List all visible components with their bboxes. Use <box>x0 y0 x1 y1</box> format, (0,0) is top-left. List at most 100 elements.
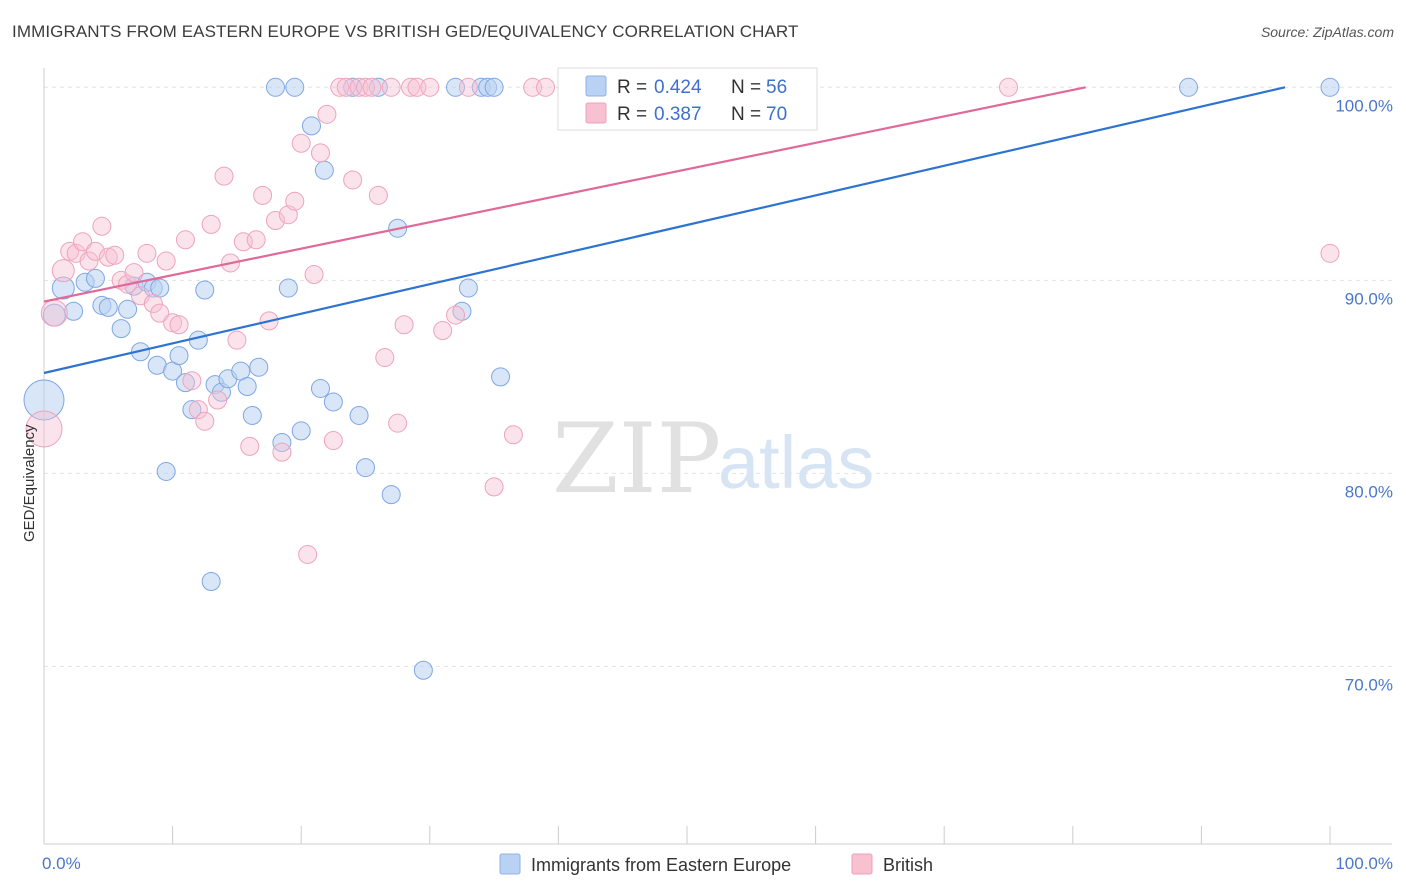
trend-line-british <box>43 86 1086 303</box>
point-eastern-europe <box>195 280 215 300</box>
watermark-atlas: atlas <box>718 421 874 504</box>
point-eastern-europe <box>175 373 195 393</box>
point-british <box>433 321 453 341</box>
point-british <box>73 232 93 252</box>
chart-title: IMMIGRANTS FROM EASTERN EUROPE VS BRITIS… <box>12 22 799 41</box>
point-british <box>381 77 401 97</box>
x-ticks <box>43 826 1331 844</box>
point-british <box>368 185 388 205</box>
legend-box: R = 0.424 N = 56 R = 0.387 N = 70 <box>557 67 818 131</box>
watermark-zip: ZIP <box>552 403 721 515</box>
point-eastern-europe <box>111 319 131 339</box>
x-tick-label-min: 0.0% <box>42 854 81 873</box>
point-british <box>201 214 221 234</box>
point-eastern-europe <box>23 379 65 421</box>
point-british <box>285 191 305 211</box>
point-eastern-europe <box>285 77 305 97</box>
point-british <box>420 77 440 97</box>
point-british <box>394 315 414 335</box>
point-british <box>214 166 234 186</box>
point-british <box>446 305 466 325</box>
point-british <box>375 348 395 368</box>
legend-n-label-1: N = <box>731 77 761 98</box>
point-british <box>330 77 350 97</box>
point-british <box>458 77 478 97</box>
point-british <box>343 170 363 190</box>
source-label: Source: ZipAtlas.com <box>1260 24 1394 40</box>
point-british <box>253 185 273 205</box>
point-british <box>999 77 1018 97</box>
point-british <box>310 143 330 163</box>
bottom-legend: Immigrants from Eastern Europe British <box>499 853 933 875</box>
point-eastern-europe <box>484 77 504 97</box>
legend-n-value-1: 56 <box>766 77 787 98</box>
point-eastern-europe <box>310 378 330 398</box>
point-eastern-europe <box>98 297 118 317</box>
point-british <box>272 442 292 462</box>
point-eastern-europe <box>1179 77 1199 97</box>
y-tick-labels: 100.0% 90.0% 80.0% 70.0% <box>1335 96 1393 694</box>
legend-r-value-2: 0.387 <box>654 104 702 125</box>
point-eastern-europe <box>356 458 375 478</box>
point-british <box>150 303 170 323</box>
bottom-legend-label-1: Immigrants from Eastern Europe <box>531 855 791 875</box>
point-british <box>227 330 247 350</box>
point-british <box>79 251 99 271</box>
trend-line-eastern-europe <box>43 86 1286 375</box>
point-british <box>503 425 523 445</box>
point-eastern-europe <box>1320 77 1340 97</box>
y-tick-label: 100.0% <box>1335 96 1393 115</box>
y-tick-label: 70.0% <box>1345 675 1393 694</box>
legend-r-value-1: 0.424 <box>654 77 702 98</box>
point-british <box>304 265 324 285</box>
point-british <box>163 313 183 333</box>
point-british <box>124 263 144 283</box>
point-british <box>195 411 215 431</box>
point-british <box>356 77 375 97</box>
point-eastern-europe <box>188 330 208 350</box>
bottom-legend-swatch-blue <box>499 853 521 875</box>
bottom-legend-swatch-pink <box>851 853 873 875</box>
point-eastern-europe <box>169 346 189 366</box>
point-british <box>246 230 266 250</box>
point-british <box>484 477 504 497</box>
point-eastern-europe <box>64 301 84 321</box>
point-eastern-europe <box>349 405 369 425</box>
point-british <box>323 431 343 451</box>
point-british <box>85 241 105 261</box>
legend-r-label-1: R = <box>617 77 647 98</box>
point-eastern-europe <box>156 461 176 481</box>
point-british <box>92 216 112 236</box>
y-tick-label: 90.0% <box>1345 289 1393 308</box>
point-eastern-europe <box>491 367 511 387</box>
point-british <box>175 230 195 250</box>
point-eastern-europe <box>242 405 262 425</box>
point-eastern-europe <box>182 400 202 420</box>
point-british <box>25 410 63 448</box>
legend-n-value-2: 70 <box>766 104 787 125</box>
point-eastern-europe <box>301 116 321 136</box>
point-british <box>98 247 118 267</box>
point-british <box>60 241 80 261</box>
legend-swatch-pink <box>585 102 607 124</box>
point-eastern-europe <box>413 660 433 680</box>
point-eastern-europe <box>237 377 257 397</box>
legend-n-label-2: N = <box>731 104 761 125</box>
point-british <box>105 245 125 265</box>
point-eastern-europe <box>314 160 334 180</box>
axes <box>43 68 1392 845</box>
trend-lines <box>43 86 1286 375</box>
point-british <box>188 400 208 420</box>
watermark: ZIP atlas <box>552 403 874 515</box>
point-british <box>388 413 408 433</box>
point-eastern-europe <box>118 299 138 319</box>
point-eastern-europe <box>291 421 311 441</box>
point-eastern-europe <box>381 485 401 505</box>
point-british <box>291 133 311 153</box>
point-british <box>40 299 68 327</box>
legend-swatch-blue <box>585 75 607 97</box>
point-british <box>265 210 285 230</box>
point-british <box>1320 243 1340 263</box>
point-british <box>208 390 228 410</box>
